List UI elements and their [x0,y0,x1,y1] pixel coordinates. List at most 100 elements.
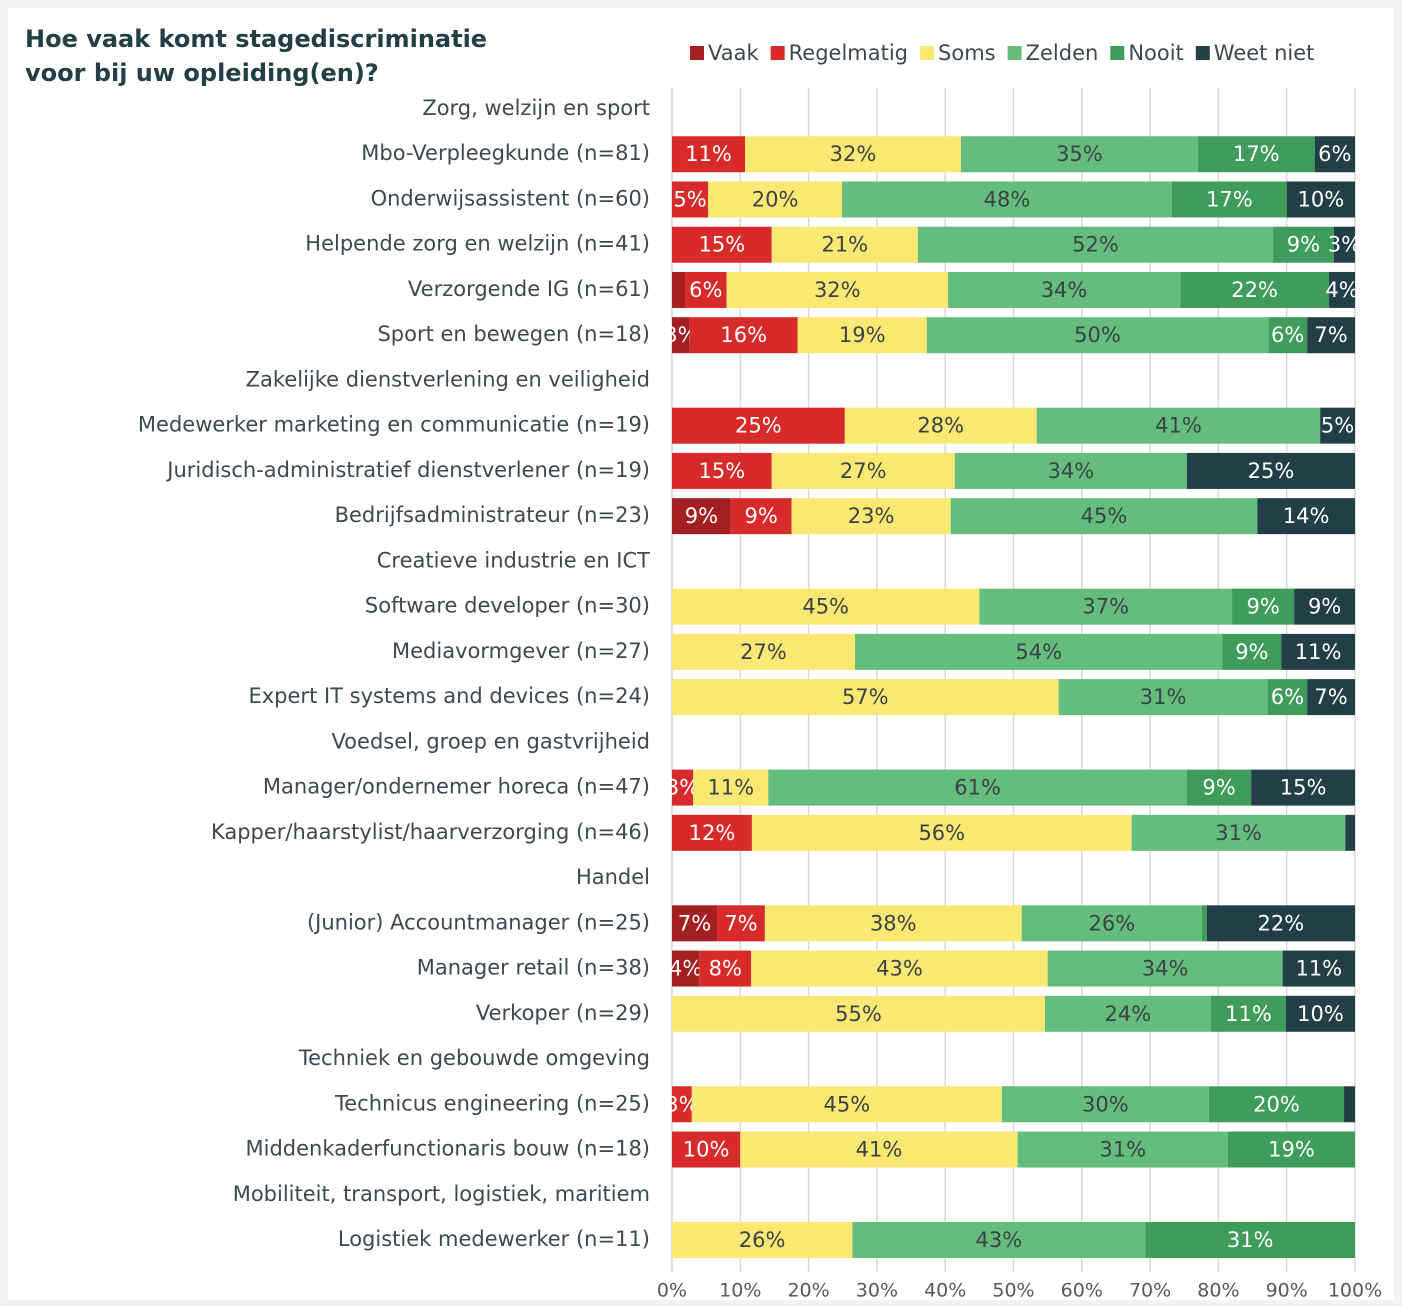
y-tick-label: Logistiek medewerker (n=11) [338,1227,650,1251]
x-tick-label: 100% [1328,1280,1382,1302]
x-tick-label: 60% [1061,1280,1103,1302]
bar-segment [1017,1131,1228,1168]
data-label: 38% [870,911,917,935]
data-label: 4% [1325,278,1358,302]
bar-segment [852,1222,1146,1258]
bar-segment [672,814,752,851]
bar-segment [1286,995,1355,1032]
bar-segment [693,769,769,806]
bar-segment [1036,407,1321,444]
data-label: 35% [1056,142,1103,166]
bar-segment [689,317,798,354]
bar-segment [1251,769,1355,806]
data-label: 45% [824,1092,871,1116]
data-label: 31% [1227,1228,1274,1252]
legend-swatch [690,46,704,60]
x-tick-label: 30% [856,1280,898,1302]
data-label: 11% [1295,640,1342,664]
data-label: 7% [678,911,711,935]
data-label: 57% [842,685,889,709]
data-label: 19% [1268,1138,1315,1162]
data-label: 31% [1215,821,1262,845]
bar-segment [1307,679,1355,716]
data-label: 11% [1295,957,1342,981]
bar-segment [672,1131,741,1168]
data-label: 31% [1099,1138,1146,1162]
data-label: 7% [1314,685,1347,709]
bar-segment [1044,995,1211,1032]
data-label: 21% [821,233,868,257]
y-tick-label: Kapper/haarstylist/haarverzorging (n=46) [211,820,650,844]
data-label: 30% [1082,1092,1129,1116]
data-label: 9% [1308,595,1341,619]
data-label: 9% [1202,776,1235,800]
data-label: 7% [724,911,757,935]
bar-segment [672,181,709,218]
bar-segment [672,498,731,535]
bar-segment [745,136,961,173]
x-tick-label: 40% [924,1280,966,1302]
y-tick-label: Creatieve industrie en ICT [377,548,650,572]
data-label: 41% [856,1138,903,1162]
y-tick-label: Bedrijfsadministrateur (n=23) [335,503,650,527]
bar-segment [672,905,718,942]
bar-segment [1186,769,1252,806]
data-label: 52% [1072,233,1119,257]
bar-segment [1047,950,1283,987]
data-label: 6% [1318,142,1351,166]
bar-segment [1222,633,1282,670]
bar-segment [791,498,951,535]
bar-segment [1001,1086,1209,1123]
data-label: 25% [1248,459,1295,483]
bar-segment [1294,588,1355,625]
data-label: 9% [1246,595,1279,619]
bar-segment [672,950,700,987]
bar-segment [730,498,792,535]
bar-segment [1202,905,1207,942]
data-label: 41% [1155,414,1202,438]
data-label: 9% [1235,640,1268,664]
data-label: 3% [1328,233,1361,257]
data-label: 10% [1298,187,1345,211]
bar-segment [1329,271,1355,308]
data-label: 25% [735,414,782,438]
data-label: 23% [848,504,895,528]
bar-segment [1320,407,1355,444]
bar-segment [954,452,1187,489]
bar-segment [672,995,1045,1032]
y-tick-label: Verkoper (n=29) [476,1001,650,1025]
y-tick-label: Technicus engineering (n=25) [334,1091,650,1115]
data-label: 28% [917,414,964,438]
data-label: 11% [685,142,732,166]
bar-segment [917,226,1274,263]
bar-segment [1281,633,1355,670]
bar-segment [1273,226,1334,263]
bar-segment [672,226,772,263]
data-label: 43% [876,957,923,981]
bar-segment [1145,1222,1355,1258]
x-tick-label: 70% [1129,1280,1171,1302]
data-label: 17% [1206,187,1253,211]
bar-segment [947,271,1181,308]
bar-segment [672,136,746,173]
data-label: 10% [683,1138,730,1162]
data-label: 15% [699,459,746,483]
data-label: 7% [1314,323,1347,347]
bar-segment [1206,905,1355,942]
bar-segment [1333,226,1355,263]
bar-segment [1344,1086,1355,1123]
data-label: 16% [720,323,767,347]
data-label: 9% [685,504,718,528]
legend-swatch [1007,46,1022,60]
legend-label: Nooit [1128,41,1183,65]
bar-segment [855,633,1223,670]
bar-segment [672,588,980,625]
bar-segment [672,271,685,308]
x-tick-label: 90% [1266,1280,1308,1302]
bar-segment [740,1131,1018,1168]
y-tick-label: Sport en bewegen (n=18) [377,322,650,346]
data-label: 43% [975,1228,1022,1252]
bar-segment [842,181,1172,218]
legend-swatch [1195,46,1210,60]
